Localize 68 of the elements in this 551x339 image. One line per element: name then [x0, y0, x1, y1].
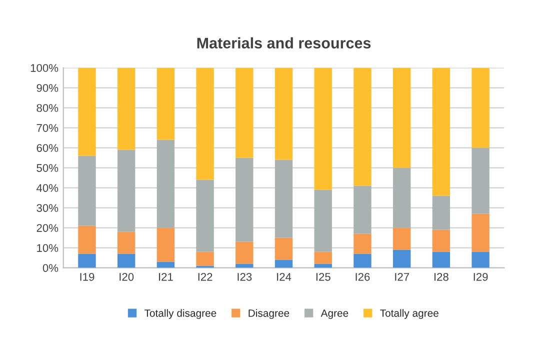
y-tick-label: 20%	[36, 224, 58, 232]
x-tick-label: I23	[238, 272, 252, 281]
bar	[274, 160, 293, 238]
bar	[392, 168, 411, 228]
bar	[392, 228, 411, 250]
bar	[392, 68, 411, 168]
bar	[354, 234, 372, 254]
legend-label: Agree	[320, 310, 348, 319]
bar	[196, 68, 214, 180]
bar	[78, 156, 96, 226]
bar	[314, 68, 332, 190]
y-tick-label: 100%	[30, 64, 58, 72]
bar	[236, 242, 254, 264]
x-tick-label: I25	[316, 272, 330, 281]
bar	[432, 68, 450, 196]
y-tick-label: 40%	[36, 184, 58, 192]
bar	[117, 254, 136, 268]
bar	[196, 180, 214, 252]
bar	[117, 232, 136, 254]
bar	[117, 68, 136, 150]
bar	[472, 252, 490, 268]
bar	[156, 140, 175, 228]
bar	[274, 238, 293, 260]
bar	[274, 68, 293, 160]
bar	[78, 226, 96, 254]
bar	[472, 68, 490, 148]
y-tick-label: 50%	[36, 164, 58, 172]
bar	[432, 230, 450, 252]
y-tick-label: 30%	[36, 204, 58, 212]
bar	[117, 150, 136, 232]
bar	[354, 254, 372, 268]
bar	[314, 252, 332, 264]
bar	[432, 196, 450, 230]
x-tick-label: I27	[395, 272, 409, 281]
bar	[314, 190, 332, 252]
bar	[196, 252, 214, 266]
bar	[156, 68, 175, 140]
bar	[78, 254, 96, 268]
bar	[236, 158, 254, 242]
x-tick-label: I29	[474, 272, 488, 281]
y-tick-label: 10%	[37, 244, 58, 252]
bar	[472, 214, 490, 252]
bar	[274, 260, 293, 268]
x-tick-label: I19	[80, 272, 94, 281]
bar	[472, 148, 490, 214]
x-tick-label: I28	[434, 272, 448, 281]
bar	[156, 228, 175, 262]
bar	[236, 68, 254, 158]
x-tick-label: I20	[120, 272, 134, 281]
bar	[392, 250, 411, 268]
legend-label: Disagree	[248, 309, 290, 319]
bar	[432, 252, 450, 268]
legend-label: Totally agree	[380, 309, 438, 319]
y-tick-label: 80%	[36, 104, 58, 112]
bar	[156, 262, 175, 268]
x-tick-label: I22	[198, 272, 212, 281]
bar	[354, 186, 372, 234]
x-tick-label: I21	[158, 272, 173, 281]
bar	[78, 68, 96, 156]
y-tick-label: 60%	[36, 144, 58, 152]
y-tick-label: 0%	[42, 264, 58, 272]
legend-label: Totally disagree	[144, 309, 216, 319]
x-tick-label: I26	[356, 272, 370, 281]
bar	[354, 68, 372, 186]
y-tick-label: 90%	[36, 84, 58, 92]
chart-title: Materials and resources	[197, 37, 371, 49]
x-tick-label: I24	[277, 272, 292, 281]
y-tick-label: 70%	[36, 124, 58, 132]
